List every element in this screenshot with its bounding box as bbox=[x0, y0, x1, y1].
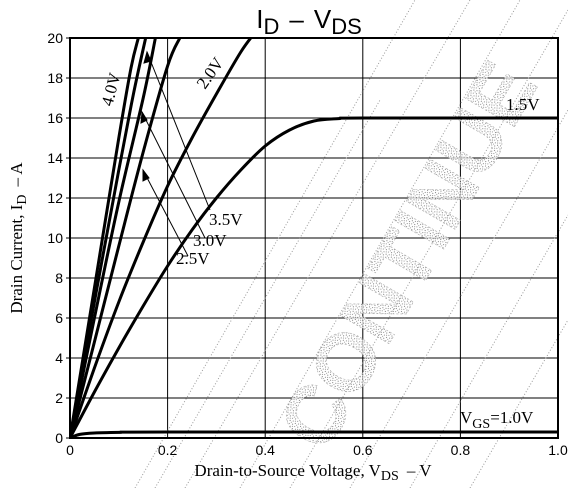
label-35v: 3.5V bbox=[209, 210, 243, 229]
y-tick-label: 10 bbox=[47, 230, 63, 246]
x-axis-label-main: Drain-to-Source Voltage, V bbox=[194, 461, 381, 480]
y-tick-label: 8 bbox=[55, 270, 63, 286]
label-4v: 4.0V bbox=[98, 70, 125, 108]
chart-title-i: I bbox=[256, 4, 263, 34]
y-axis-label-main: Drain Current, I bbox=[7, 204, 26, 313]
y-axis-label-unit: – A bbox=[7, 162, 26, 188]
chart-title: ID – VDS bbox=[256, 4, 362, 39]
x-axis-label-sub: DS bbox=[381, 469, 399, 484]
y-tick-label: 2 bbox=[55, 390, 63, 406]
chart-title-sub: D bbox=[263, 14, 279, 39]
series-line-20v bbox=[70, 38, 253, 438]
label-vgs-v: V bbox=[460, 408, 473, 427]
series-line-15v bbox=[70, 116, 558, 438]
series-line-25v bbox=[70, 38, 182, 438]
label-3v: 3.0V bbox=[193, 231, 227, 250]
y-tick-label: 4 bbox=[55, 350, 63, 366]
label-vgs-sub: GS bbox=[472, 417, 490, 432]
x-tick-label: 0 bbox=[66, 442, 74, 458]
label-15v: 1.5V bbox=[506, 95, 540, 114]
x-axis-label: Drain-to-Source Voltage, VDS – V bbox=[194, 461, 432, 484]
x-tick-label: 0.8 bbox=[451, 442, 471, 458]
series-line-30v bbox=[70, 38, 157, 438]
chart-title-v: V bbox=[314, 4, 332, 34]
ticks: 0 0.2 0.4 0.6 0.8 1.0 0 2 4 6 8 10 12 14 16 18 20 bbox=[47, 30, 568, 458]
x-tick-label: 0.6 bbox=[353, 442, 373, 458]
label-2v: 2.0V bbox=[193, 53, 228, 92]
x-tick-label: 0.4 bbox=[255, 442, 275, 458]
y-axis-label: Drain Current, ID – A bbox=[7, 162, 30, 314]
annotations bbox=[140, 50, 211, 257]
label-vgs-value: =1.0V bbox=[490, 408, 534, 427]
y-axis-label-sub: D bbox=[15, 194, 30, 204]
scan-lines bbox=[134, 0, 568, 488]
x-tick-label: 1.0 bbox=[548, 442, 568, 458]
label-vgs: VGS=1.0V bbox=[460, 408, 534, 432]
x-axis-label-unit: – V bbox=[406, 461, 432, 480]
label-25v: 2.5V bbox=[176, 249, 210, 268]
series-line-vgs10v bbox=[70, 430, 558, 438]
chart-title-v-sub: DS bbox=[331, 14, 362, 39]
y-tick-label: 18 bbox=[47, 70, 63, 86]
chart-title-dash: – bbox=[289, 4, 304, 34]
y-tick-label: 20 bbox=[47, 30, 63, 46]
y-tick-label: 6 bbox=[55, 310, 63, 326]
y-tick-label: 16 bbox=[47, 110, 63, 126]
y-tick-label: 14 bbox=[47, 150, 63, 166]
curves bbox=[70, 38, 558, 438]
y-tick-label: 0 bbox=[55, 430, 63, 446]
y-tick-label: 12 bbox=[47, 190, 63, 206]
series-line-35v bbox=[70, 38, 148, 438]
x-tick-label: 0.2 bbox=[158, 442, 178, 458]
